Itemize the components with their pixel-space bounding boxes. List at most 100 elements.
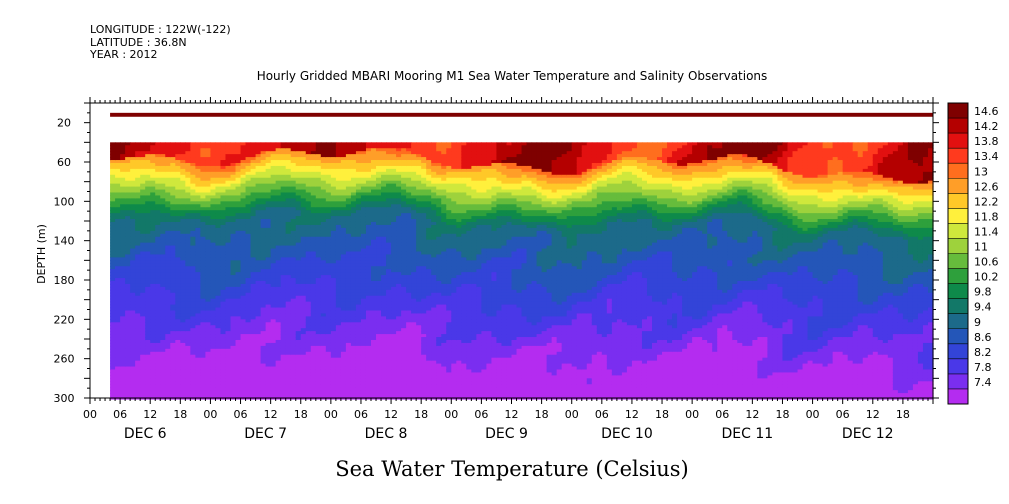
- temperature-cell: [185, 266, 191, 270]
- temperature-cell: [170, 183, 176, 188]
- temperature-cell: [185, 301, 191, 306]
- temperature-cell: [140, 269, 146, 273]
- temperature-cell: [200, 266, 207, 270]
- temperature-cell: [190, 239, 196, 244]
- temperature-cell: [275, 154, 282, 158]
- temperature-cell: [115, 257, 121, 261]
- temperature-cell: [245, 148, 252, 152]
- temperature-cell: [170, 201, 176, 205]
- temperature-cell: [255, 254, 262, 258]
- temperature-cell: [290, 142, 297, 146]
- temperature-cell: [155, 304, 161, 309]
- temperature-cell: [185, 198, 191, 202]
- temperature-cell: [170, 168, 176, 173]
- temperature-cell: [145, 157, 151, 161]
- temperature-cell: [140, 354, 146, 359]
- temperature-cell: [295, 351, 302, 356]
- temperature-cell: [250, 180, 257, 185]
- temperature-cell: [255, 372, 262, 376]
- temperature-cell: [140, 378, 146, 382]
- temperature-cell: [255, 248, 262, 253]
- temperature-cell: [120, 304, 126, 309]
- temperature-cell: [125, 192, 131, 197]
- temperature-cell: [235, 263, 242, 267]
- temperature-cell: [135, 230, 141, 235]
- temperature-cell: [170, 171, 176, 176]
- temperature-cell: [125, 227, 131, 232]
- temperature-cell: [235, 337, 242, 341]
- temperature-cell: [170, 295, 176, 300]
- temperature-cell: [225, 357, 232, 362]
- temperature-cell: [160, 227, 166, 232]
- temperature-cell: [215, 186, 222, 191]
- temperature-cell: [170, 286, 176, 291]
- temperature-cell: [275, 162, 282, 167]
- temperature-cell: [220, 213, 227, 217]
- temperature-cell: [265, 322, 272, 326]
- temperature-cell: [265, 313, 272, 317]
- temperature-cell: [125, 168, 131, 173]
- temperature-cell: [110, 351, 116, 356]
- temperature-cell: [250, 272, 257, 276]
- temperature-cell: [240, 345, 247, 350]
- temperature-cell: [280, 348, 287, 353]
- temperature-cell: [130, 390, 136, 394]
- temperature-cell: [235, 275, 242, 279]
- temperature-cell: [115, 251, 121, 256]
- temperature-cell: [230, 239, 237, 244]
- temperature-cell: [250, 224, 257, 229]
- temperature-cell: [120, 307, 126, 312]
- temperature-cell: [245, 316, 252, 320]
- temperature-cell: [270, 307, 277, 312]
- temperature-cell: [150, 348, 156, 353]
- temperature-cell: [240, 239, 247, 244]
- temperature-cell: [110, 257, 116, 261]
- temperature-cell: [110, 171, 116, 176]
- temperature-cell: [280, 216, 287, 220]
- temperature-cell: [250, 236, 257, 241]
- temperature-cell: [120, 174, 126, 179]
- temperature-cell: [135, 381, 141, 385]
- temperature-cell: [250, 289, 257, 294]
- temperature-cell: [150, 165, 156, 170]
- temperature-cell: [140, 283, 146, 288]
- temperature-cell: [295, 328, 302, 332]
- temperature-cell: [205, 177, 212, 182]
- temperature-cell: [110, 304, 116, 309]
- temperature-cell: [250, 183, 257, 188]
- temperature-cell: [155, 186, 161, 191]
- temperature-cell: [135, 286, 141, 291]
- temperature-cell: [200, 248, 207, 253]
- temperature-cell: [280, 207, 287, 211]
- temperature-cell: [225, 242, 232, 247]
- temperature-cell: [285, 339, 292, 344]
- temperature-cell: [190, 331, 196, 335]
- temperature-cell: [255, 213, 262, 217]
- temperature-cell: [260, 219, 267, 223]
- temperature-cell: [245, 254, 252, 258]
- temperature-cell: [110, 168, 116, 173]
- temperature-cell: [260, 177, 267, 182]
- temperature-cell: [265, 263, 272, 267]
- temperature-cell: [245, 257, 252, 261]
- temperature-cell: [225, 384, 232, 388]
- temperature-cell: [265, 280, 272, 285]
- temperature-cell: [135, 154, 141, 158]
- temperature-cell: [220, 242, 227, 247]
- temperature-cell: [155, 157, 161, 161]
- temperature-cell: [110, 390, 116, 394]
- temperature-cell: [150, 301, 156, 306]
- temperature-cell: [210, 304, 217, 309]
- temperature-cell: [225, 221, 232, 226]
- temperature-cell: [205, 301, 212, 306]
- temperature-cell: [160, 334, 166, 338]
- temperature-cell: [115, 372, 121, 376]
- temperature-cell: [235, 366, 242, 371]
- temperature-cell: [280, 251, 287, 256]
- temperature-cell: [185, 280, 191, 285]
- temperature-cell: [120, 334, 126, 338]
- temperature-cell: [120, 366, 126, 371]
- temperature-cell: [255, 272, 262, 276]
- temperature-cell: [250, 325, 257, 329]
- temperature-cell: [240, 269, 247, 273]
